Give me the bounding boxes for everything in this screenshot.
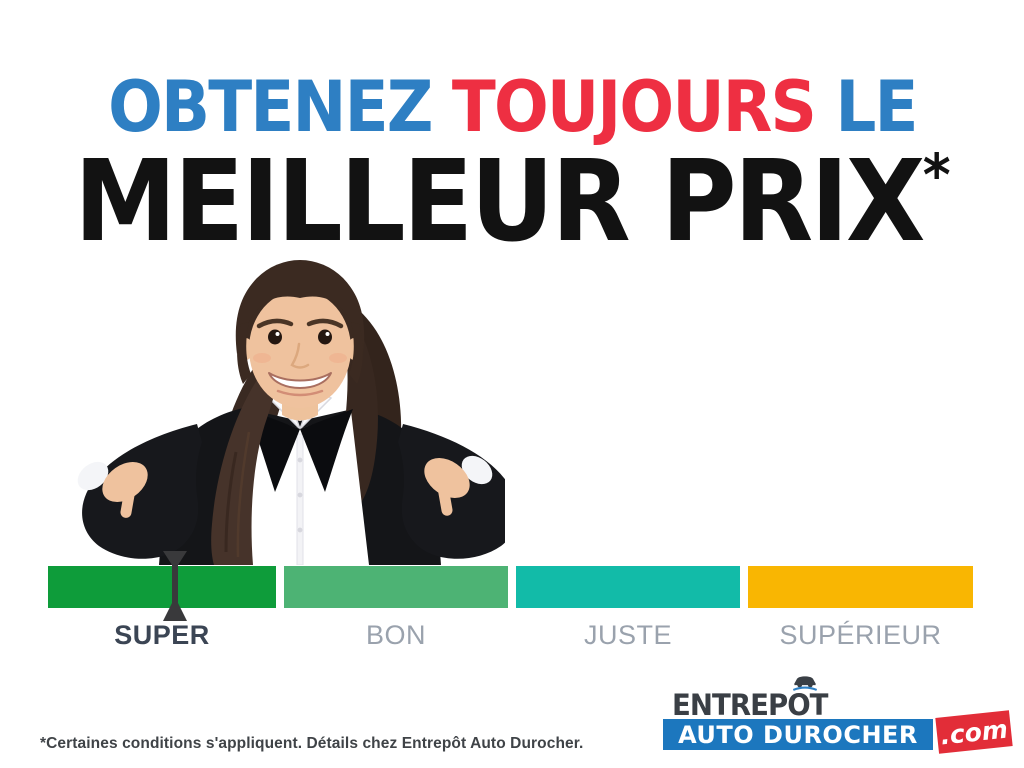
- price-gauge: SUPER BON JUSTE SUPÉRIEUR: [48, 566, 973, 651]
- gauge-label-superieur: SUPÉRIEUR: [779, 620, 942, 650]
- headline-word-le: LE: [834, 66, 918, 148]
- gauge-label-bon: BON: [365, 620, 426, 650]
- headline-line1: OBTENEZ TOUJOURS LE: [0, 72, 1024, 142]
- headline-main-text: MEILLEUR PRIX: [73, 137, 925, 267]
- hero-image: [77, 260, 505, 565]
- headline-line2: MEILLEUR PRIX*: [0, 146, 1024, 258]
- gauge-label-juste: JUSTE: [583, 620, 672, 650]
- gauge-segment-superieur: SUPÉRIEUR: [747, 566, 973, 651]
- gauge-bar-superieur: [747, 566, 973, 608]
- gauge-segment-juste: JUSTE: [515, 566, 740, 651]
- car-icon: [792, 676, 818, 691]
- logo-dotcom-badge: .com: [935, 710, 1013, 754]
- headline-word-obtenez: OBTENEZ: [107, 66, 433, 148]
- logo-auto-durocher-banner: AUTO DUROCHER: [663, 719, 933, 750]
- gauge-bar-bon: [283, 566, 508, 608]
- gauge-marker-icon: [163, 551, 187, 621]
- footnote-asterisk: *: [922, 141, 951, 209]
- gauge-bar-super: [48, 566, 276, 608]
- footnote-text: *Certaines conditions s'appliquent. Déta…: [40, 735, 584, 752]
- logo-entrepot-text: ENTREPOT: [672, 688, 828, 722]
- headline-word-toujours: TOUJOURS: [451, 66, 816, 148]
- gauge-bar-juste: [515, 566, 740, 608]
- gauge-label-super: SUPER: [114, 620, 210, 650]
- gauge-segment-super: SUPER: [48, 566, 276, 651]
- dealer-logo: ENTREPOT AUTO DUROCHER .com: [663, 671, 1023, 763]
- gauge-segment-bon: BON: [283, 566, 508, 651]
